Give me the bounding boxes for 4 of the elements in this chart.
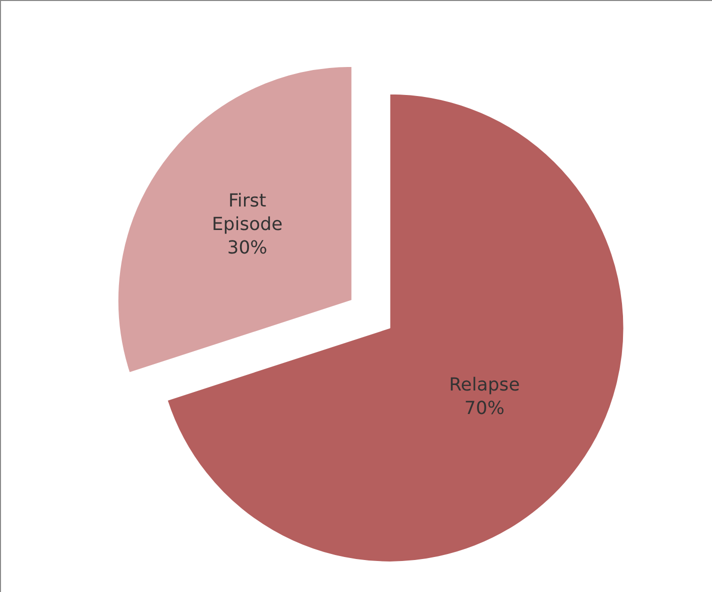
slice-label: First Episode [212, 190, 283, 235]
data-label: 70% [464, 398, 504, 419]
slice-label: Relapse [449, 374, 520, 396]
data-label: 30% [227, 237, 268, 258]
